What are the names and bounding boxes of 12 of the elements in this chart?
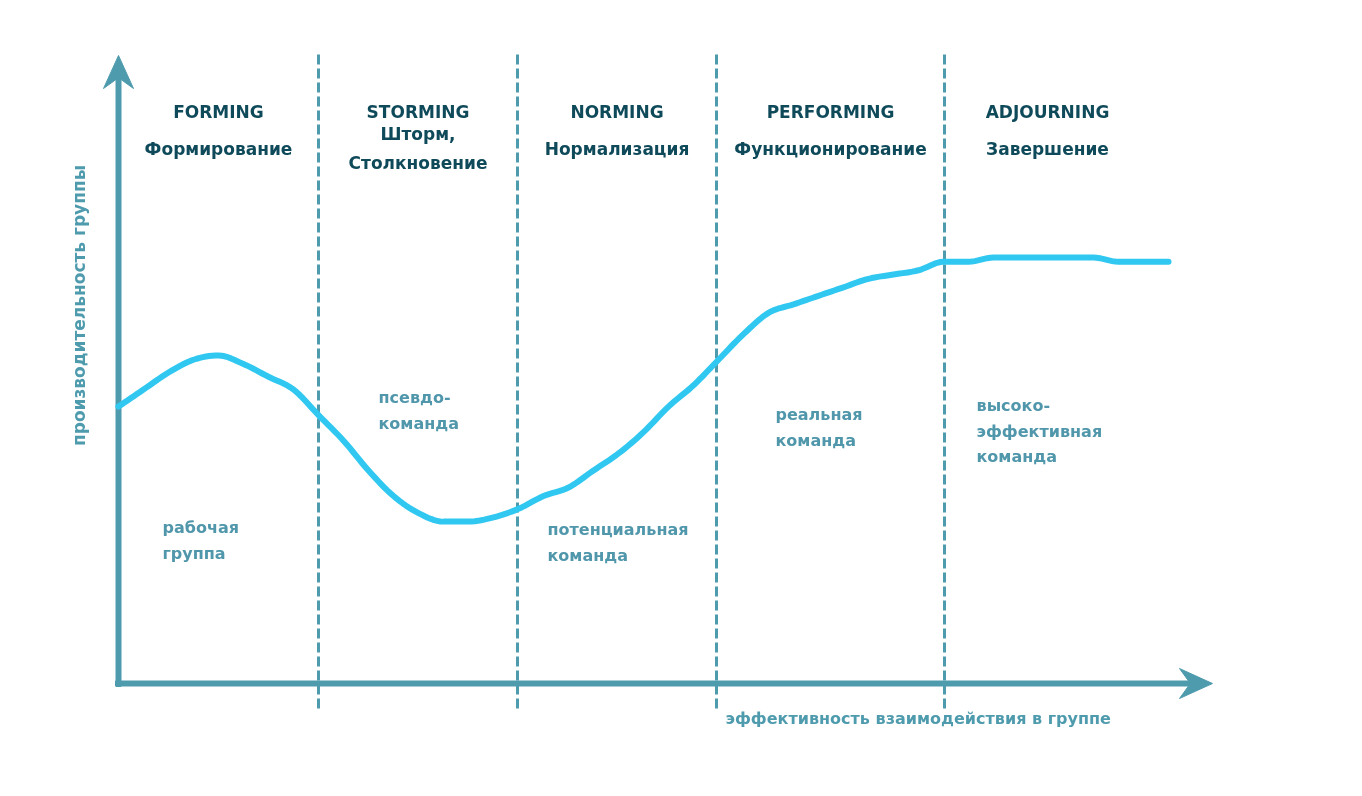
x-axis-title: эффективность взаимодействия в группе	[725, 709, 1112, 728]
annotation: высоко- эффективная команда	[976, 396, 1103, 466]
text: STORMING Шторм, Столкновение	[348, 101, 488, 173]
annotation: реальная команда	[775, 405, 863, 450]
text: FORMING Формирование	[144, 101, 293, 159]
annotation: рабочая группа	[162, 518, 239, 563]
text: PERFORMING Функционирование	[734, 101, 927, 159]
text: NORMING Нормализация	[544, 101, 690, 159]
text: ADJOURNING Завершение	[985, 101, 1110, 159]
y-axis-title: производительность группы	[68, 164, 89, 447]
annotation: потенциальная команда	[547, 520, 689, 565]
annotation: псевдо- команда	[378, 388, 459, 433]
